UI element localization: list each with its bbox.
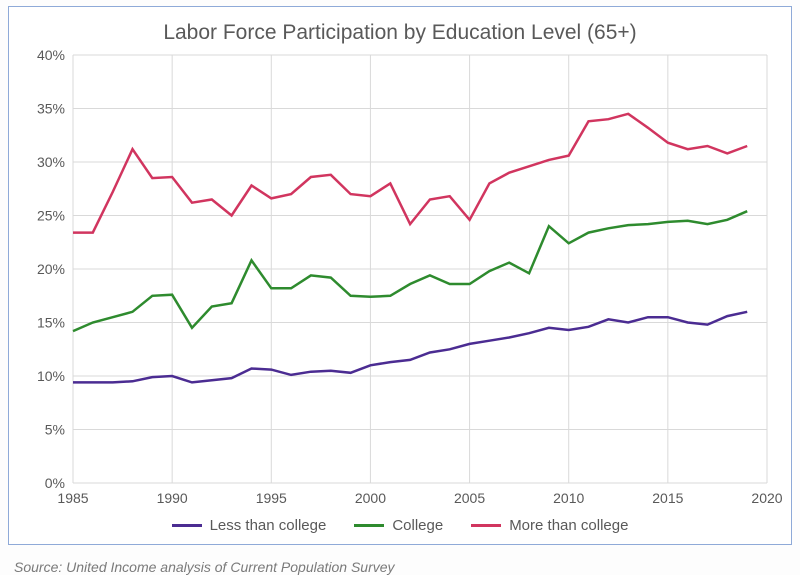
svg-text:20%: 20% — [37, 261, 65, 277]
svg-text:35%: 35% — [37, 101, 65, 117]
svg-text:2010: 2010 — [553, 490, 584, 506]
outer-frame: Labor Force Participation by Education L… — [0, 0, 800, 553]
legend-item-more-than-college: More than college — [471, 517, 628, 534]
svg-text:1995: 1995 — [256, 490, 287, 506]
source-caption: Source: United Income analysis of Curren… — [8, 545, 792, 575]
svg-text:40%: 40% — [37, 49, 65, 63]
svg-text:2015: 2015 — [652, 490, 683, 506]
legend-swatch — [471, 524, 501, 527]
legend: Less than college College More than coll… — [9, 511, 791, 544]
legend-label: Less than college — [210, 517, 327, 534]
svg-text:1985: 1985 — [57, 490, 88, 506]
legend-label: College — [392, 517, 443, 534]
legend-item-less-than-college: Less than college — [172, 517, 327, 534]
legend-swatch — [354, 524, 384, 527]
svg-text:5%: 5% — [45, 422, 65, 438]
svg-text:1990: 1990 — [157, 490, 188, 506]
svg-text:25%: 25% — [37, 208, 65, 224]
legend-label: More than college — [509, 517, 628, 534]
svg-text:2000: 2000 — [355, 490, 386, 506]
legend-swatch — [172, 524, 202, 527]
legend-item-college: College — [354, 517, 443, 534]
chart-title: Labor Force Participation by Education L… — [9, 21, 791, 45]
svg-text:10%: 10% — [37, 368, 65, 384]
chart-card: Labor Force Participation by Education L… — [8, 6, 792, 545]
svg-text:30%: 30% — [37, 154, 65, 170]
svg-text:15%: 15% — [37, 315, 65, 331]
line-chart-svg: 0% 5% 10% 15% 20% 25% 30% 35% 40% 1985 1990 1995 200… — [9, 49, 791, 511]
svg-text:2020: 2020 — [751, 490, 782, 506]
plot-area: 0% 5% 10% 15% 20% 25% 30% 35% 40% 1985 1990 1995 200… — [9, 49, 791, 511]
svg-text:2005: 2005 — [454, 490, 485, 506]
svg-text:0%: 0% — [45, 475, 65, 491]
